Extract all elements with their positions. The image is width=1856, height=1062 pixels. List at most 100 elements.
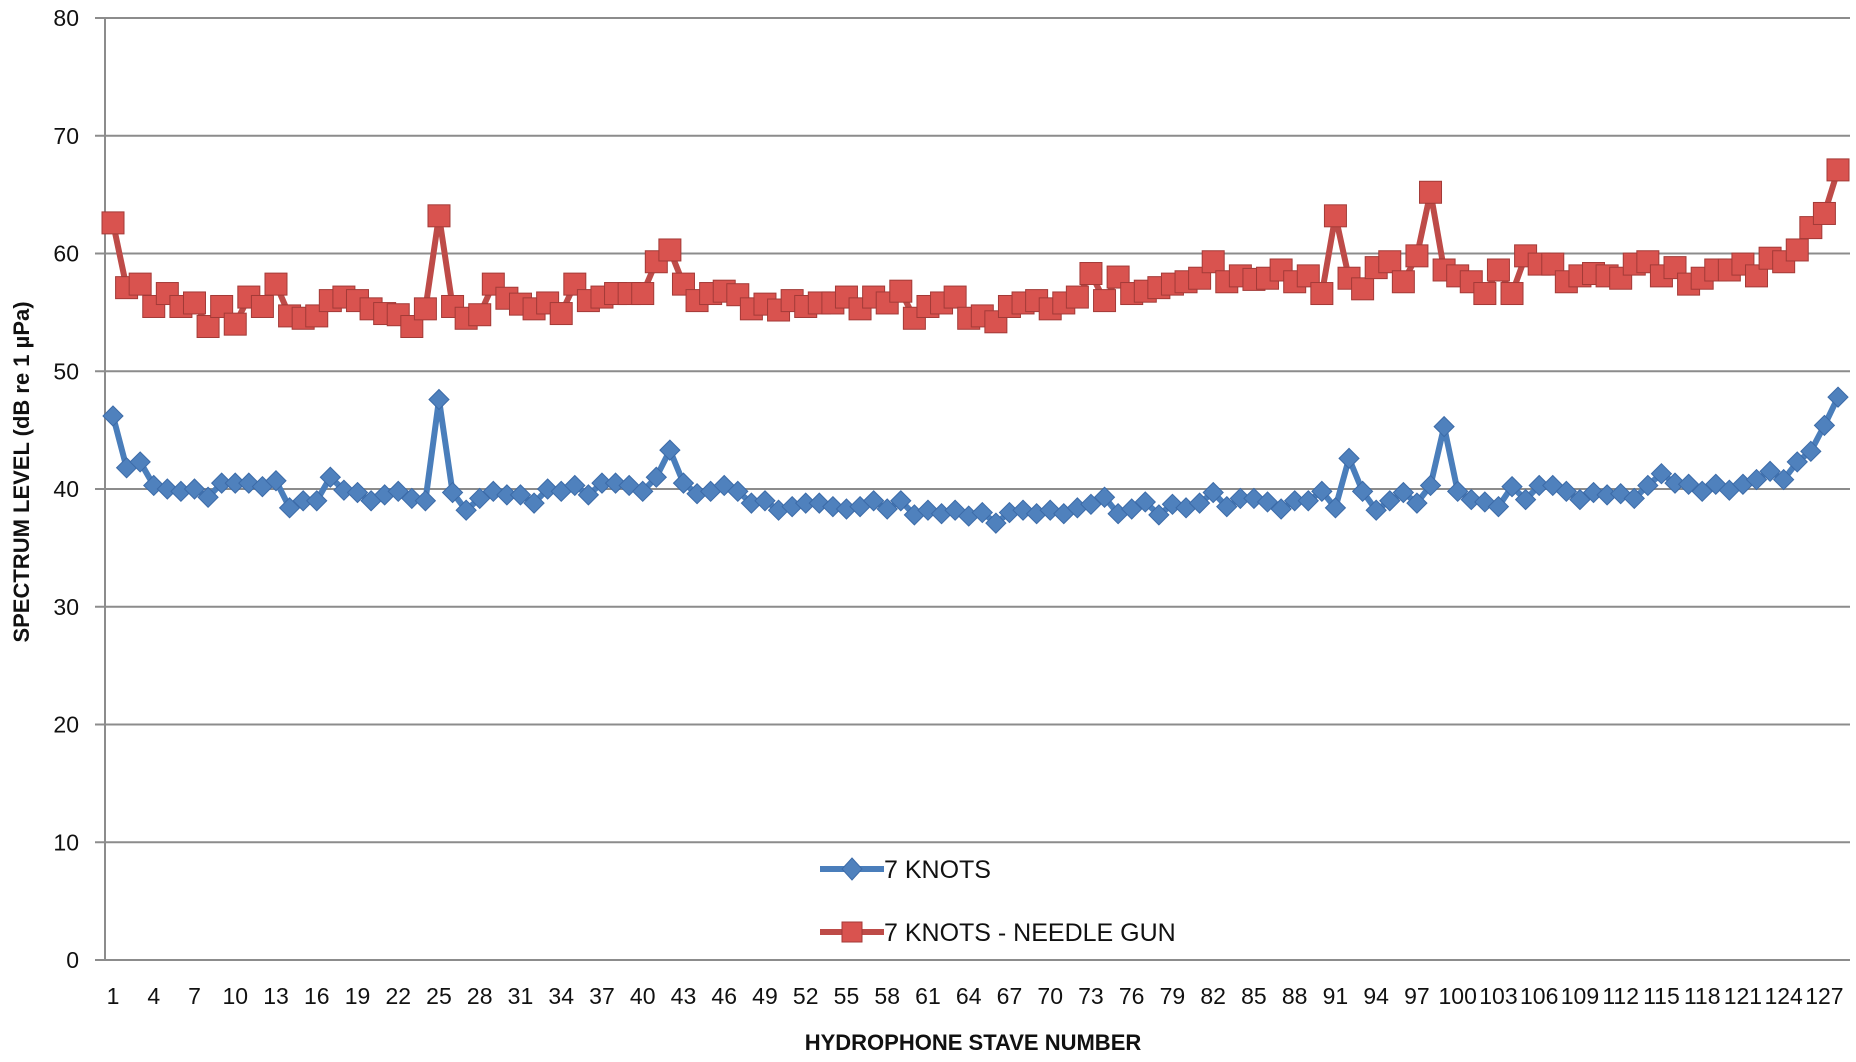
data-point	[1745, 264, 1769, 288]
data-point	[265, 470, 287, 492]
legend-item-7-knots: 7 KNOTS	[820, 856, 991, 884]
x-tick-label: 43	[671, 983, 697, 1009]
data-point	[1826, 158, 1850, 182]
data-point	[1323, 204, 1347, 228]
x-tick-label: 118	[1684, 983, 1721, 1009]
data-point	[1501, 475, 1523, 498]
data-point	[971, 501, 993, 524]
data-point	[1296, 264, 1320, 288]
data-point	[1745, 468, 1768, 491]
data-point	[536, 478, 559, 500]
data-point	[1785, 238, 1809, 262]
x-tick-label: 97	[1404, 983, 1430, 1009]
data-point	[1378, 250, 1402, 274]
data-point	[427, 204, 451, 228]
data-point	[1311, 480, 1333, 503]
data-point	[333, 479, 355, 501]
x-tick-label: 46	[711, 983, 737, 1009]
data-point	[1800, 440, 1822, 463]
data-point	[1202, 481, 1224, 504]
axes	[104, 18, 1850, 961]
data-point	[238, 472, 260, 494]
data-point	[672, 472, 695, 494]
y-tick-label: 30	[53, 594, 79, 620]
x-tick-label: 34	[548, 983, 574, 1009]
data-point	[1391, 270, 1415, 294]
x-tick-label: 100	[1438, 983, 1476, 1009]
data-point	[223, 312, 247, 336]
x-tick-label: 22	[385, 983, 411, 1009]
data-point	[754, 490, 776, 512]
x-tick-label: 16	[304, 983, 330, 1009]
data-point	[455, 499, 477, 521]
x-tick-label: 55	[834, 983, 860, 1009]
x-tick-label: 127	[1805, 983, 1843, 1009]
data-point	[862, 490, 885, 512]
data-point	[264, 272, 288, 296]
data-point	[1134, 491, 1156, 513]
data-point	[1772, 468, 1795, 491]
data-point	[1419, 180, 1443, 204]
x-tick-label: 28	[467, 983, 493, 1009]
data-point	[1813, 414, 1836, 437]
data-point	[183, 478, 206, 500]
data-point	[401, 487, 423, 510]
data-point	[1310, 282, 1334, 306]
data-point	[1812, 201, 1836, 225]
legend: 7 KNOTS 7 KNOTS - NEEDLE GUN	[820, 856, 1176, 947]
data-point	[182, 291, 206, 315]
series-7-knots	[102, 386, 1849, 534]
data-point	[1270, 498, 1292, 520]
data-point	[468, 303, 492, 327]
x-tick-label: 13	[263, 983, 289, 1009]
data-point	[196, 315, 220, 339]
x-tick-label: 61	[915, 983, 941, 1009]
series-layer	[101, 158, 1850, 534]
legend-item-7-knots-needle-gun: 7 KNOTS - NEEDLE GUN	[820, 919, 1176, 947]
x-axis-label: HYDROPHONE STAVE NUMBER	[805, 1030, 1142, 1055]
legend-marker-diamond-icon	[841, 857, 863, 881]
data-point	[1406, 492, 1428, 514]
data-point	[346, 481, 369, 504]
data-point	[659, 439, 681, 461]
data-point	[1637, 474, 1659, 497]
data-point	[102, 405, 124, 427]
data-point	[1460, 488, 1482, 511]
y-tick-label: 50	[53, 358, 79, 384]
x-tick-label: 109	[1561, 983, 1599, 1009]
data-point	[1079, 262, 1103, 286]
x-tick-label: 124	[1764, 983, 1803, 1009]
data-point	[1379, 490, 1401, 512]
data-point	[1392, 481, 1415, 504]
data-point	[645, 466, 668, 488]
data-point	[1338, 447, 1360, 470]
x-tick-label: 115	[1643, 983, 1680, 1009]
x-tick-label: 103	[1479, 983, 1517, 1009]
x-tick-label: 1	[107, 983, 120, 1009]
y-tick-label: 10	[53, 829, 79, 855]
data-point	[1297, 490, 1319, 512]
x-tick-label: 37	[589, 983, 615, 1009]
x-tick-label: 70	[1037, 983, 1063, 1009]
data-point	[1419, 474, 1442, 497]
data-point	[1148, 504, 1170, 526]
y-tick-label: 40	[53, 476, 79, 502]
data-point	[985, 512, 1007, 534]
data-point	[400, 315, 424, 339]
data-point	[1446, 480, 1469, 503]
x-tick-label: 67	[997, 983, 1023, 1009]
x-tick-label: 73	[1078, 983, 1104, 1009]
data-point	[1786, 451, 1808, 473]
data-point	[1487, 495, 1510, 518]
x-tick-label: 10	[222, 983, 248, 1009]
x-tick-label: 64	[956, 983, 982, 1009]
y-tick-label: 20	[53, 712, 79, 738]
data-point	[509, 484, 532, 506]
data-point	[1486, 258, 1510, 282]
y-axis-label: SPECTRUM LEVEL (dB re 1 µPa)	[9, 301, 34, 642]
data-point	[1582, 481, 1605, 504]
legend-label-7-knots: 7 KNOTS	[884, 856, 991, 884]
y-tick-label: 80	[53, 5, 79, 31]
x-tick-label: 106	[1520, 983, 1558, 1009]
